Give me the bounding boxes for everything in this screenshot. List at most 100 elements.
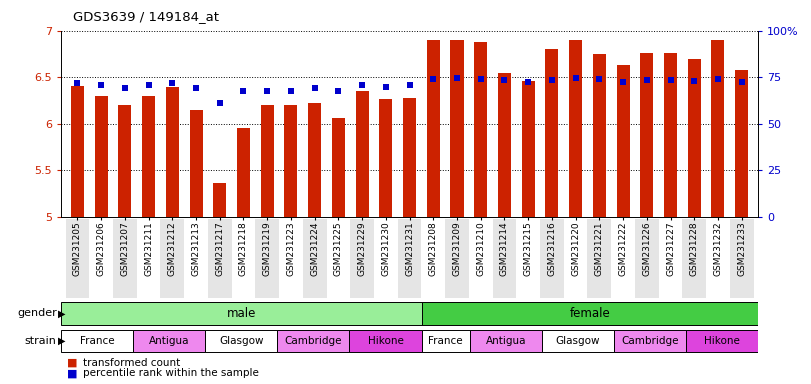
FancyBboxPatch shape	[422, 329, 470, 352]
Bar	[332, 118, 345, 217]
Text: Cambridge: Cambridge	[285, 336, 342, 346]
FancyBboxPatch shape	[205, 329, 277, 352]
Point	[546, 77, 559, 83]
Point	[332, 88, 345, 94]
Point	[569, 75, 582, 81]
Bar	[161, 219, 184, 298]
Point	[213, 100, 226, 106]
Point	[165, 80, 178, 86]
Bar	[730, 219, 753, 298]
Text: France: France	[428, 336, 463, 346]
Bar	[492, 219, 517, 298]
Point	[616, 79, 629, 86]
Bar	[635, 219, 659, 298]
Bar	[474, 42, 487, 217]
Text: ■: ■	[67, 358, 77, 368]
FancyBboxPatch shape	[133, 329, 205, 352]
Bar	[95, 96, 108, 217]
Bar	[640, 53, 654, 217]
Bar	[285, 105, 298, 217]
Bar	[118, 105, 131, 217]
Point	[427, 76, 440, 82]
Point	[142, 82, 155, 88]
Point	[521, 79, 534, 86]
Text: Glasgow: Glasgow	[219, 336, 264, 346]
FancyBboxPatch shape	[422, 301, 758, 325]
Text: percentile rank within the sample: percentile rank within the sample	[83, 368, 259, 378]
Point	[641, 77, 654, 83]
Bar	[688, 59, 701, 217]
Bar	[350, 219, 374, 298]
Bar	[165, 87, 179, 217]
Point	[498, 77, 511, 83]
Text: transformed count: transformed count	[83, 358, 180, 368]
Bar	[397, 219, 422, 298]
Bar	[498, 73, 511, 217]
Bar	[237, 127, 250, 217]
Point	[71, 80, 84, 86]
Bar	[213, 182, 226, 217]
Bar	[593, 54, 606, 217]
Text: Hikone: Hikone	[367, 336, 403, 346]
FancyBboxPatch shape	[470, 329, 542, 352]
Text: Cambridge: Cambridge	[621, 336, 679, 346]
Bar	[427, 40, 440, 217]
Bar	[569, 40, 582, 217]
Point	[736, 79, 749, 86]
Bar	[308, 103, 321, 217]
Bar	[450, 40, 464, 217]
Bar	[735, 70, 749, 217]
Text: Antigua: Antigua	[486, 336, 526, 346]
Point	[190, 84, 203, 91]
Bar	[616, 65, 629, 217]
Bar	[113, 219, 137, 298]
Text: Hikone: Hikone	[704, 336, 740, 346]
FancyBboxPatch shape	[61, 329, 133, 352]
Point	[355, 82, 368, 88]
Point	[95, 82, 108, 88]
Point	[688, 78, 701, 84]
Bar	[664, 53, 677, 217]
Text: ▶: ▶	[58, 336, 66, 346]
Point	[118, 84, 131, 91]
Bar	[208, 219, 232, 298]
Text: France: France	[79, 336, 114, 346]
Bar	[711, 40, 724, 217]
Text: strain: strain	[25, 336, 57, 346]
Point	[285, 88, 298, 94]
Text: gender: gender	[17, 308, 57, 318]
FancyBboxPatch shape	[542, 329, 614, 352]
Bar	[255, 219, 279, 298]
FancyBboxPatch shape	[277, 329, 350, 352]
Bar	[587, 219, 611, 298]
Text: female: female	[569, 307, 611, 320]
FancyBboxPatch shape	[350, 329, 422, 352]
Bar	[445, 219, 469, 298]
Bar	[71, 86, 84, 217]
FancyBboxPatch shape	[61, 301, 422, 325]
Point	[380, 84, 393, 90]
Text: male: male	[226, 307, 256, 320]
Bar	[260, 105, 274, 217]
Point	[664, 77, 677, 83]
Bar	[540, 219, 564, 298]
Bar	[303, 219, 327, 298]
Point	[308, 84, 321, 91]
Point	[403, 82, 416, 88]
Bar	[66, 219, 89, 298]
Point	[474, 76, 487, 82]
Point	[237, 88, 250, 94]
Text: GDS3639 / 149184_at: GDS3639 / 149184_at	[73, 10, 219, 23]
Bar	[545, 50, 559, 217]
Bar	[521, 81, 534, 217]
Point	[260, 88, 273, 94]
FancyBboxPatch shape	[686, 329, 758, 352]
Bar	[403, 98, 416, 217]
Text: Antigua: Antigua	[148, 336, 189, 346]
Bar	[682, 219, 706, 298]
Bar	[142, 96, 155, 217]
Text: Glasgow: Glasgow	[556, 336, 600, 346]
Point	[711, 76, 724, 82]
Bar	[190, 110, 203, 217]
Bar	[380, 99, 393, 217]
